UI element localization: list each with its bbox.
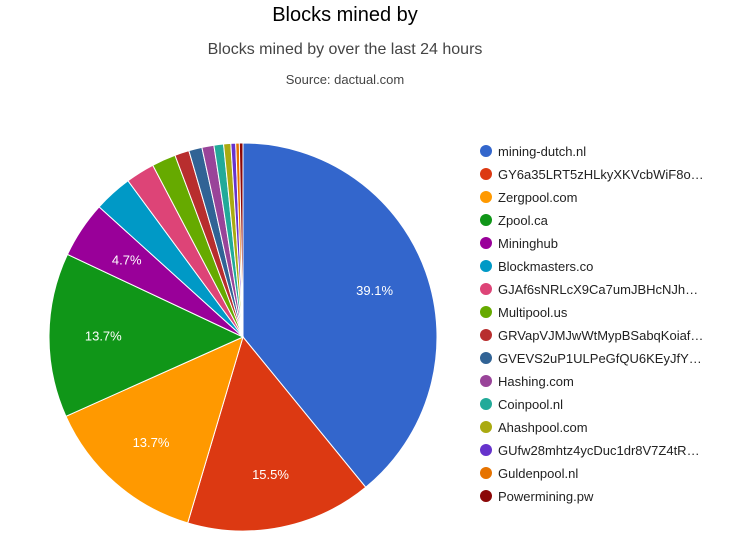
legend-swatch: [480, 421, 492, 433]
slice-label-2: 13.7%: [133, 435, 170, 450]
legend-swatch: [480, 444, 492, 456]
legend-swatch: [480, 375, 492, 387]
legend-label: Powermining.pw: [498, 489, 594, 504]
legend-label: Mininghub: [498, 236, 558, 251]
legend-item-1[interactable]: GY6a35LRT5zHLkyXKVcbWiF8o…: [480, 167, 704, 182]
legend-swatch: [480, 191, 492, 203]
slice-label-4: 4.7%: [112, 253, 142, 268]
chart-subtitle: Blocks mined by over the last 24 hours: [208, 41, 483, 58]
legend-item-0[interactable]: mining-dutch.nl: [480, 144, 586, 159]
slice-label-3: 13.7%: [85, 329, 122, 344]
chart-source: Source: dactual.com: [286, 72, 405, 87]
legend-item-3[interactable]: Zpool.ca: [480, 213, 549, 228]
legend-item-11[interactable]: Coinpool.nl: [480, 397, 563, 412]
legend-item-7[interactable]: Multipool.us: [480, 305, 568, 320]
legend-item-6[interactable]: GJAf6sNRLcX9Ca7umJBHcNJh…: [480, 282, 698, 297]
legend-label: GJAf6sNRLcX9Ca7umJBHcNJh…: [498, 282, 698, 297]
legend-swatch: [480, 145, 492, 157]
legend-label: Blockmasters.co: [498, 259, 593, 274]
legend-label: Zpool.ca: [498, 213, 549, 228]
legend-label: Hashing.com: [498, 374, 574, 389]
legend-label: Multipool.us: [498, 305, 568, 320]
pie-slice-0[interactable]: [242, 142, 438, 488]
legend-swatch: [480, 306, 492, 318]
pie-slice-3[interactable]: [48, 253, 245, 417]
legend-item-5[interactable]: Blockmasters.co: [480, 259, 593, 274]
legend-label: GVEVS2uP1ULPeGfQU6KEyJfY…: [498, 351, 702, 366]
pie-slice-1[interactable]: [187, 335, 367, 532]
legend-item-14[interactable]: Guldenpool.nl: [480, 466, 578, 481]
legend-label: mining-dutch.nl: [498, 144, 586, 159]
legend-swatch: [480, 329, 492, 341]
legend-label: Coinpool.nl: [498, 397, 563, 412]
legend-label: Guldenpool.nl: [498, 466, 578, 481]
legend-item-9[interactable]: GVEVS2uP1ULPeGfQU6KEyJfY…: [480, 351, 702, 366]
legend-label: GRVapVJMJwWtMypBSabqKoiaf…: [498, 328, 703, 343]
legend-swatch: [480, 237, 492, 249]
chart-title: Blocks mined by: [272, 4, 418, 26]
legend[interactable]: mining-dutch.nl GY6a35LRT5zHLkyXKVcbWiF8o…: [480, 144, 704, 504]
legend-label: GY6a35LRT5zHLkyXKVcbWiF8o…: [498, 167, 704, 182]
legend-swatch: [480, 398, 492, 410]
legend-item-2[interactable]: Zergpool.com: [480, 190, 577, 205]
legend-label: GUfw28mhtz4ycDuc1dr8V7Z4tR…: [498, 443, 700, 458]
slice-label-0: 39.1%: [356, 283, 393, 298]
pie-slice-15[interactable]: [238, 142, 244, 338]
slice-label-1: 15.5%: [252, 467, 289, 482]
legend-swatch: [480, 352, 492, 364]
legend-swatch: [480, 214, 492, 226]
legend-swatch: [480, 490, 492, 502]
legend-item-15[interactable]: Powermining.pw: [480, 489, 594, 504]
legend-item-12[interactable]: Ahashpool.com: [480, 420, 588, 435]
pie-slices: [48, 142, 438, 532]
legend-item-10[interactable]: Hashing.com: [480, 374, 574, 389]
legend-swatch: [480, 467, 492, 479]
legend-label: Ahashpool.com: [498, 420, 588, 435]
legend-swatch: [480, 283, 492, 295]
legend-swatch: [480, 168, 492, 180]
pie-slice-2[interactable]: [65, 336, 244, 524]
legend-item-4[interactable]: Mininghub: [480, 236, 558, 251]
legend-swatch: [480, 260, 492, 272]
legend-label: Zergpool.com: [498, 190, 577, 205]
legend-item-8[interactable]: GRVapVJMJwWtMypBSabqKoiaf…: [480, 328, 703, 343]
pie-slice-labels: 39.1% 15.5% 13.7% 13.7% 4.7%: [85, 253, 394, 482]
legend-item-13[interactable]: GUfw28mhtz4ycDuc1dr8V7Z4tR…: [480, 443, 700, 458]
